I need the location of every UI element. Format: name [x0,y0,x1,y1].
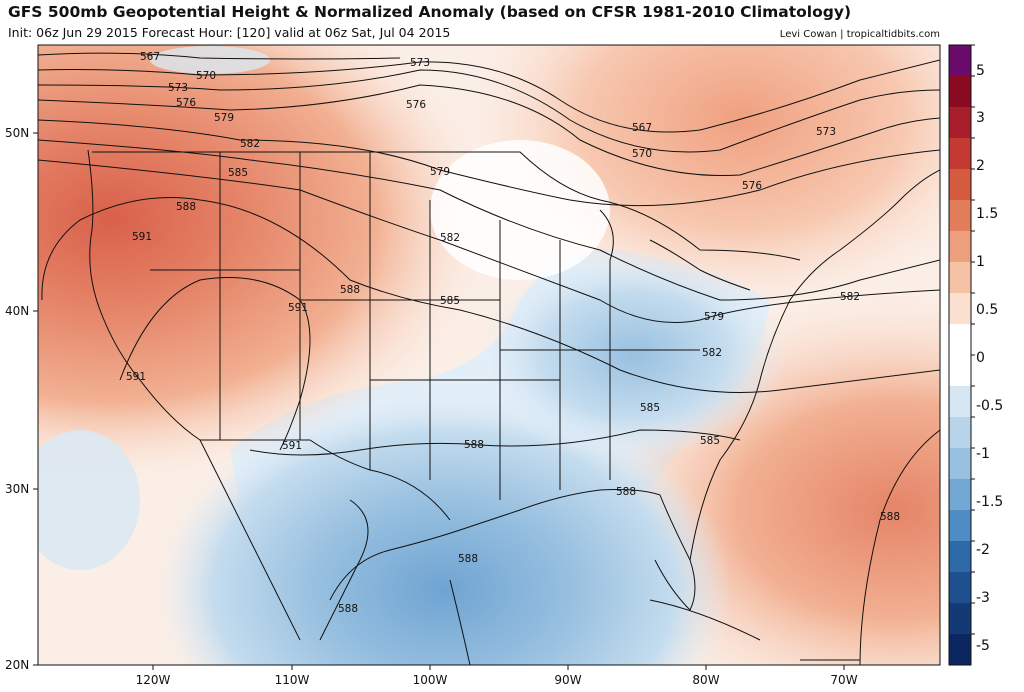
contour-label: 585 [700,435,720,447]
colorbar-label: 5 [976,63,985,79]
colorbar-segment [949,479,971,511]
lon-label: 80W [692,673,719,687]
colorbar-segment [949,541,971,573]
lat-label: 20N [5,658,29,672]
contour-label: 591 [288,302,308,314]
colorbar-segment [949,200,971,232]
colorbar-segment [949,603,971,635]
contour-label: 567 [632,122,652,134]
contour-label: 573 [168,82,188,94]
colorbar-segment [949,355,971,387]
longitude-axis: 120W 110W 100W 90W 80W 70W [136,665,858,687]
contour-label: 576 [176,97,196,109]
colorbar-segment [949,45,971,77]
height-contours [38,52,940,665]
geography-lines [87,149,940,661]
plot-frame [37,44,941,666]
colorbar-segment [949,293,971,325]
colorbar-label: -3 [976,590,990,606]
colorbar-segment [949,76,971,108]
contour-label: 573 [410,57,430,69]
colorbar-label: 0.5 [976,302,998,318]
lon-label: 110W [275,673,310,687]
contour-label: 591 [282,440,302,452]
contour-label: 588 [464,439,484,451]
contour-label: 585 [640,402,660,414]
contour-label: 591 [132,231,152,243]
contour-label: 588 [880,511,900,523]
latitude-axis: 50N 40N 30N 20N [5,126,38,672]
colorbar-segment [949,324,971,356]
contour-label: 585 [440,295,460,307]
map-title: GFS 500mb Geopotential Height & Normaliz… [8,3,852,21]
contour-label: 576 [406,99,426,111]
contour-label: 579 [430,166,450,178]
contour-label: 588 [176,201,196,213]
colorbar-label: 1 [976,254,985,270]
colorbar-label: -1.5 [976,494,1003,510]
colorbar-label: -1 [976,446,990,462]
colorbar-segment [949,572,971,604]
colorbar-label: -5 [976,638,990,654]
contour-label: 588 [616,486,636,498]
lon-label: 120W [136,673,171,687]
lat-label: 30N [5,482,29,496]
contour-label: 582 [840,291,860,303]
colorbar-segment [949,386,971,418]
colorbar-frame [948,44,972,666]
contour-label: 588 [458,553,478,565]
colorbar-segment [949,262,971,294]
contour-label: 588 [338,603,358,615]
contour-label: 591 [126,371,146,383]
contour-label: 582 [702,347,722,359]
colorbar-label: 1.5 [976,206,998,222]
contour-label: 570 [196,70,216,82]
colorbar-segment [949,448,971,480]
colorbar-segment [949,510,971,542]
map-subtitle: Init: 06z Jun 29 2015 Forecast Hour: [12… [8,25,451,40]
lon-label: 90W [554,673,581,687]
lat-label: 50N [5,126,29,140]
lon-label: 70W [830,673,857,687]
colorbar-segment [949,417,971,449]
contour-label: 582 [440,232,460,244]
contour-label: 588 [340,284,360,296]
lat-label: 40N [5,304,29,318]
lon-label: 100W [413,673,448,687]
colorbar-segment [949,138,971,170]
colorbar [948,44,975,666]
contour-label: 573 [816,126,836,138]
colorbar-label: 3 [976,110,985,126]
colorbar-segment [949,169,971,201]
contour-label: 576 [742,180,762,192]
colorbar-label: 2 [976,158,985,174]
contour-label: 585 [228,167,248,179]
contour-label: 582 [240,138,260,150]
colorbar-label: -2 [976,542,990,558]
colorbar-segment [949,634,971,666]
colorbar-labels: 5 3 2 1.5 1 0.5 0 -0.5 -1 -1.5 -2 -3 -5 [976,63,1003,654]
colorbar-segment [949,231,971,263]
colorbar-label: 0 [976,350,985,366]
contour-label: 570 [632,148,652,160]
contour-labels: 567 570 573 576 579 582 585 588 591 573 … [126,51,900,615]
credit-text: Levi Cowan | tropicaltidbits.com [779,29,940,40]
contour-label: 579 [214,112,234,124]
anomaly-shading [38,45,940,665]
colorbar-segment [949,107,971,139]
contour-label: 579 [704,311,724,323]
contour-label: 567 [140,51,160,63]
colorbar-label: -0.5 [976,398,1003,414]
